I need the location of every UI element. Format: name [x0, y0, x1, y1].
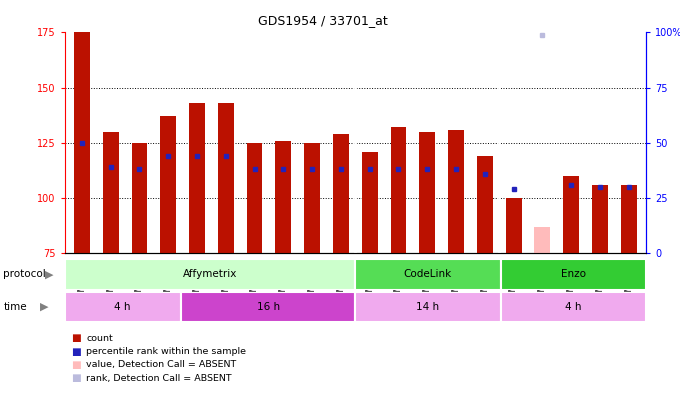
Text: ■: ■ [71, 373, 81, 383]
Text: CodeLink: CodeLink [404, 269, 452, 279]
Text: percentile rank within the sample: percentile rank within the sample [86, 347, 246, 356]
Text: value, Detection Call = ABSENT: value, Detection Call = ABSENT [86, 360, 237, 369]
Text: 4 h: 4 h [565, 302, 581, 312]
Bar [275, 141, 291, 253]
Text: ■: ■ [71, 333, 81, 343]
Text: Affymetrix: Affymetrix [183, 269, 237, 279]
Bar [500, 259, 646, 290]
Text: ▶: ▶ [40, 302, 48, 311]
Bar [563, 176, 579, 253]
Bar [592, 185, 608, 253]
Bar [506, 198, 522, 253]
Text: 14 h: 14 h [416, 302, 439, 312]
Text: protocol: protocol [3, 269, 46, 279]
Text: ▶: ▶ [45, 269, 53, 279]
Bar [477, 156, 493, 253]
Bar [131, 143, 148, 253]
Bar [390, 127, 407, 253]
Bar [420, 132, 435, 253]
Bar [534, 227, 550, 253]
Bar [448, 130, 464, 253]
Bar [103, 132, 118, 253]
Bar [355, 292, 500, 322]
Bar [65, 259, 355, 290]
Text: time: time [3, 302, 27, 311]
Text: ■: ■ [71, 347, 81, 356]
Bar [621, 185, 636, 253]
Bar [65, 292, 181, 322]
Text: count: count [86, 334, 113, 343]
Text: ■: ■ [71, 360, 81, 370]
Bar [355, 259, 500, 290]
Text: 4 h: 4 h [114, 302, 131, 312]
Bar [181, 292, 355, 322]
Text: GDS1954 / 33701_at: GDS1954 / 33701_at [258, 14, 388, 27]
Bar [304, 143, 320, 253]
Bar [74, 32, 90, 253]
Bar [189, 103, 205, 253]
Bar [160, 116, 176, 253]
Text: rank, Detection Call = ABSENT: rank, Detection Call = ABSENT [86, 374, 232, 383]
Text: Enzo: Enzo [561, 269, 586, 279]
Bar [362, 151, 377, 253]
Bar [218, 103, 234, 253]
Text: 16 h: 16 h [256, 302, 279, 312]
Bar [333, 134, 349, 253]
Bar [500, 292, 646, 322]
Bar [247, 143, 262, 253]
